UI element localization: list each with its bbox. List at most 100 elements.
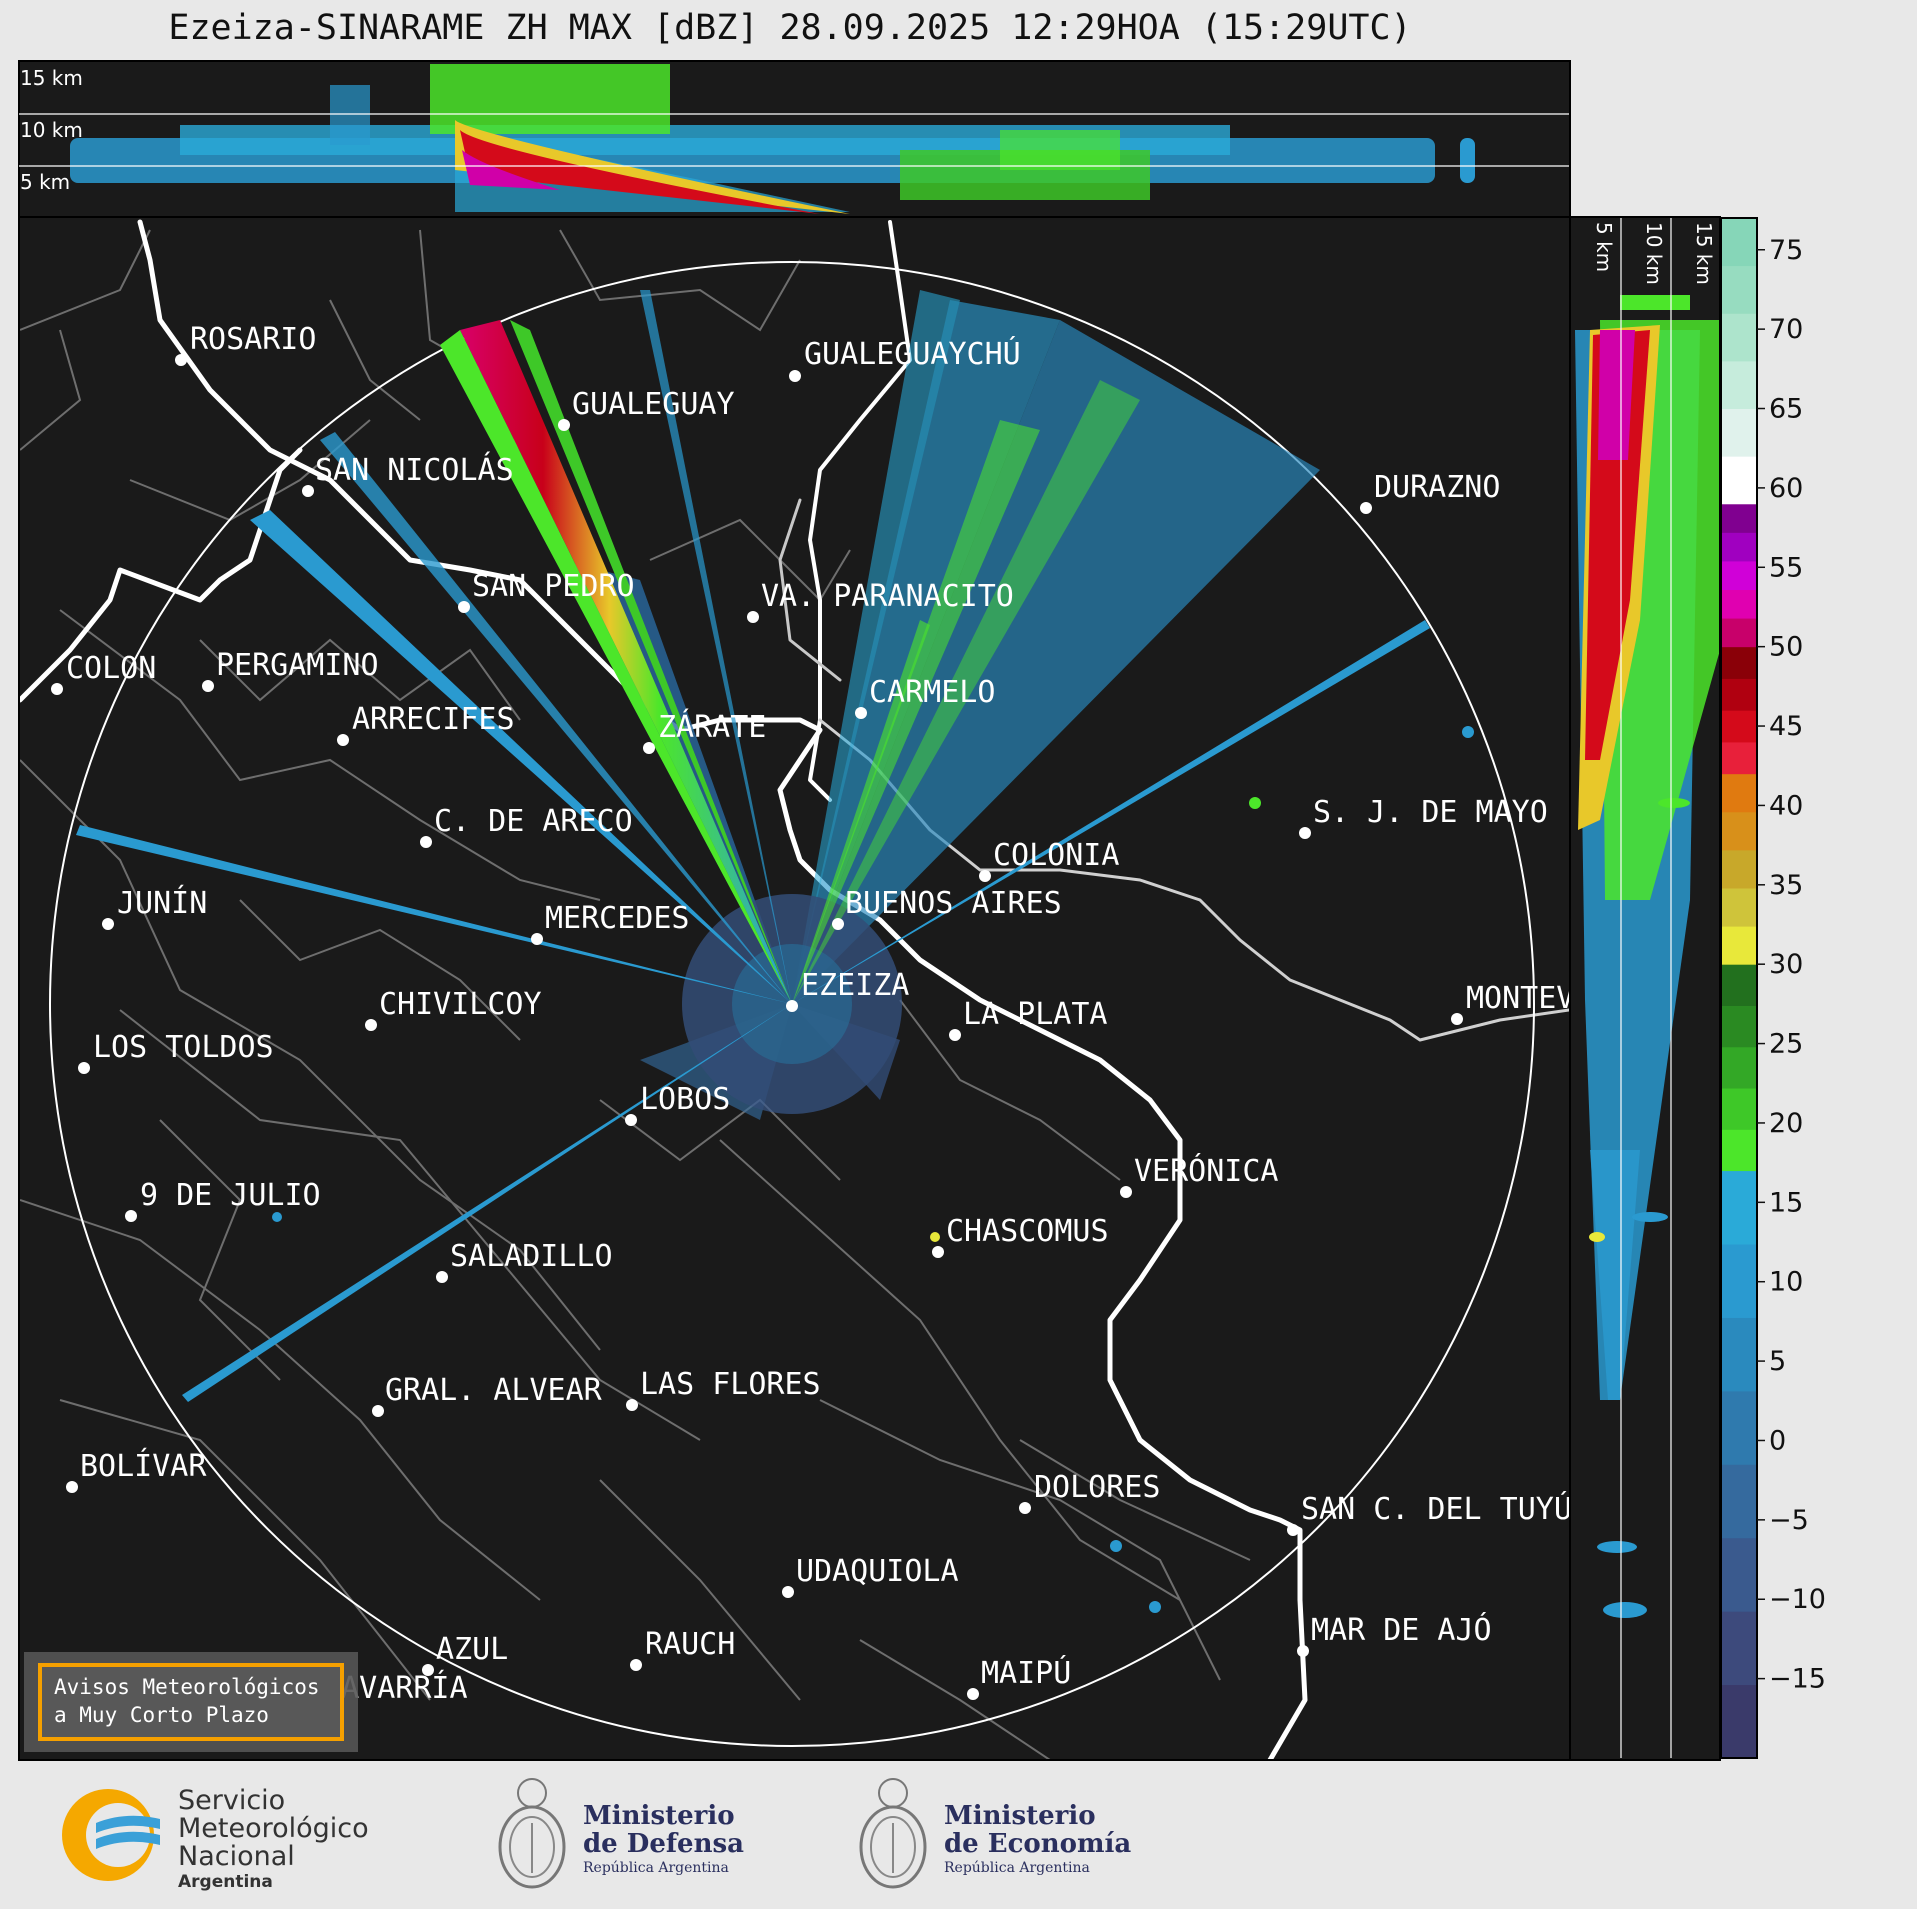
colorbar-band-0-4 <box>1721 1390 1757 1465</box>
colorbar-tick-label: 5 <box>1769 1346 1786 1377</box>
smn-line-4: Argentina <box>178 1872 273 1892</box>
city-label-maipu: MAIPÚ <box>981 1654 1071 1691</box>
district-boundaries <box>20 229 1251 1759</box>
city-label-mar-de-ajo: MAR DE AJÓ <box>1311 1611 1492 1648</box>
colorbar-band-4-0 <box>1721 618 1757 648</box>
city-label-rauch: RAUCH <box>645 1627 735 1662</box>
defensa-line-2: de Defensa <box>583 1829 744 1859</box>
city-label-las-flores: LAS FLORES <box>640 1367 821 1402</box>
top-km-label-5: 5 km <box>20 170 70 194</box>
city-label-ezeiza: EZEIZA <box>801 968 909 1003</box>
city-label-bolivar: BOLÍVAR <box>80 1448 207 1484</box>
city-label-dolores: DOLORES <box>1034 1470 1160 1505</box>
city-label-rosario: ROSARIO <box>190 322 316 357</box>
colorbar-band-3-3 <box>1721 646 1757 679</box>
top-km-label-15: 15 km <box>20 66 83 90</box>
side-km-label-10: 10 km <box>1642 222 1666 285</box>
colorbar-tick-label: 25 <box>1769 1029 1803 1060</box>
colorbar-band-5-5 <box>1721 218 1757 267</box>
economia-line-1: Ministerio <box>944 1801 1096 1831</box>
colorbar-band-2-3 <box>1721 811 1757 851</box>
city-label-san-pedro: SAN PEDRO <box>472 569 635 604</box>
side-section-panel: 5 km 10 km 15 km <box>1569 216 1721 1761</box>
economia-text: Ministerio de Economía República Argenti… <box>944 1802 1131 1878</box>
city-label-azul: AZUL <box>436 1632 508 1667</box>
colorbar-band-5-2 <box>1721 360 1757 410</box>
city-label-arrecifes: ARRECIFES <box>352 702 515 737</box>
top-km-label-10: 10 km <box>20 118 83 142</box>
defensa-line-3: República Argentina <box>583 1860 729 1876</box>
economia-line-3: República Argentina <box>944 1860 1090 1876</box>
city-label-buenos-aires: BUENOS AIRES <box>845 886 1062 921</box>
city-label-chascomus: CHASCOMUS <box>946 1214 1109 1249</box>
city-label-colonia: COLONIA <box>993 838 1119 873</box>
city-label-va-paranacito: VA. PARANACITO <box>761 579 1014 614</box>
colorbar-tick-label: 55 <box>1769 552 1803 583</box>
city-label-san-nicolas: SAN NICOLÁS <box>315 452 514 488</box>
colorbar-tick-label: 10 <box>1769 1267 1803 1298</box>
defensa-text: Ministerio de Defensa República Argentin… <box>583 1802 744 1878</box>
colorbar-band-3-0 <box>1721 741 1757 775</box>
warning-box[interactable]: Avisos Meteorológicos a Muy Corto Plazo <box>38 1663 344 1741</box>
colorbar-band-2-0 <box>1721 926 1757 965</box>
colorbar-tick-label: 75 <box>1769 235 1803 266</box>
colorbar-band-0-7 <box>1721 1170 1757 1245</box>
colorbar-band-0-5 <box>1721 1317 1757 1392</box>
chart-title: Ezeiza-SINARAME ZH MAX [dBZ] 28.09.2025 … <box>168 8 1412 48</box>
range-ring <box>49 261 1535 1747</box>
colorbar-band-3-1 <box>1721 710 1757 743</box>
colorbar-band-0-2 <box>1721 1537 1757 1612</box>
colorbar-tick-label: 70 <box>1769 314 1803 345</box>
colorbar-band-5-1 <box>1721 408 1757 457</box>
colorbar-band-0-1 <box>1721 1611 1757 1686</box>
city-label-la-plata: LA PLATA <box>963 997 1108 1032</box>
smn-line-3: Nacional <box>178 1841 295 1872</box>
colorbar-tick-label: −10 <box>1769 1584 1826 1615</box>
coat-of-arms-icon <box>498 1778 566 1889</box>
smn-name: Servicio Meteorológico Nacional Argentin… <box>178 1787 369 1893</box>
city-label-colon: COLON <box>66 651 156 686</box>
colorbar-band-4-3 <box>1721 532 1757 562</box>
city-label-chivilcoy: CHIVILCOY <box>379 987 542 1022</box>
city-labels: ROSARIO GUALEGUAYCHÚ GUALEGUAY SAN NICOL… <box>66 322 1569 1706</box>
colorbar-band-1-1 <box>1721 1088 1757 1130</box>
colorbar-tick-label: 35 <box>1769 870 1803 901</box>
city-label-udaquiola: UDAQUIOLA <box>796 1554 959 1589</box>
colorbar-tick-label: 65 <box>1769 394 1803 425</box>
colorbar-bands <box>1721 218 1757 1759</box>
city-label-carmelo: CARMELO <box>869 675 995 710</box>
warning-line-2: a Muy Corto Plazo <box>54 1703 269 1727</box>
colorbar-band-1-3 <box>1721 1005 1757 1048</box>
city-label-gualeguay: GUALEGUAY <box>572 387 735 422</box>
colorbar-band-4-2 <box>1721 560 1757 591</box>
colorbar-band-5-0 <box>1721 456 1757 505</box>
top-section-panel: 15 km 10 km 5 km <box>18 60 1571 219</box>
city-label-mercedes: MERCEDES <box>545 901 690 936</box>
city-label-s-j-de-mayo: S. J. DE MAYO <box>1313 795 1548 830</box>
city-label-saladillo: SALADILLO <box>450 1239 613 1274</box>
colorbar-tick-label: −5 <box>1769 1505 1809 1536</box>
city-label-durazno: DURAZNO <box>1374 470 1500 505</box>
city-label-gral-alvear: GRAL. ALVEAR <box>385 1373 603 1408</box>
colorbar-tick-label: 50 <box>1769 632 1803 663</box>
radar-echoes <box>76 290 1474 1613</box>
colorbar-band-5-3 <box>1721 313 1757 362</box>
city-label-veronica: VERÓNICA <box>1134 1152 1279 1189</box>
colorbar-band-0-0 <box>1721 1684 1757 1759</box>
city-label-lobos: LOBOS <box>640 1082 730 1117</box>
colorbar-band-1-4 <box>1721 964 1757 1006</box>
colorbar-tick-label: 0 <box>1769 1425 1786 1456</box>
coat-of-arms-icon <box>859 1778 927 1889</box>
colorbar-band-2-4 <box>1721 773 1757 813</box>
colorbar-band-1-2 <box>1721 1046 1757 1089</box>
colorbar-tick-label: 40 <box>1769 790 1803 821</box>
colorbar-tick-label: 60 <box>1769 473 1803 504</box>
city-label-los-toldos: LOS TOLDOS <box>93 1030 274 1065</box>
colorbar-tick-label: 15 <box>1769 1187 1803 1218</box>
colorbar-band-3-2 <box>1721 678 1757 711</box>
side-km-label-5: 5 km <box>1592 222 1616 272</box>
colorbar-band-4-1 <box>1721 589 1757 619</box>
